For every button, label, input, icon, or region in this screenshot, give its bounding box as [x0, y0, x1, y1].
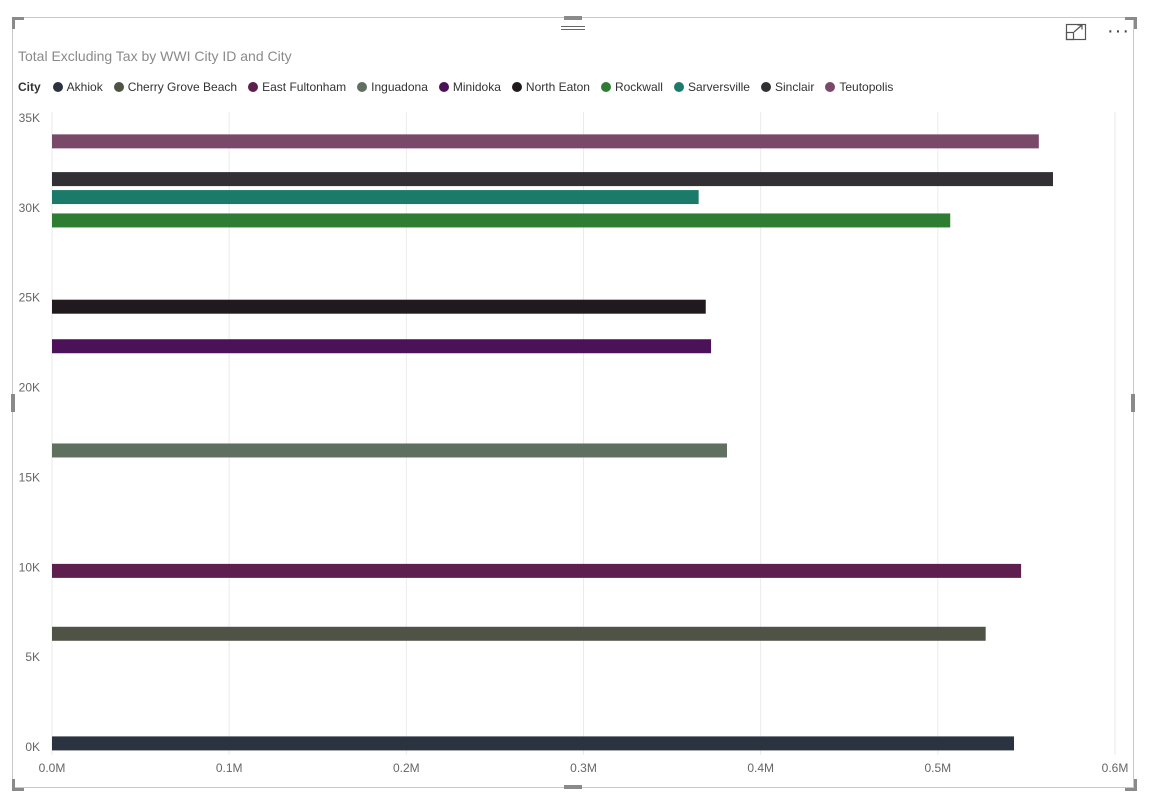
legend-item-minidoka[interactable]: Minidoka: [438, 80, 501, 94]
legend-item-inguadona[interactable]: Inguadona: [357, 80, 428, 94]
legend-marker: [52, 82, 63, 92]
legend-label: Minidoka: [452, 80, 501, 94]
resize-handle-top-right[interactable]: [1125, 17, 1137, 29]
legend-marker: [600, 82, 611, 92]
legend-marker: [248, 82, 259, 92]
resize-handle-top-left[interactable]: [12, 17, 24, 29]
chart-title: Total Excluding Tax by WWI City ID and C…: [18, 48, 292, 64]
resize-handle-left[interactable]: [11, 394, 15, 412]
legend-item-sinclair[interactable]: Sinclair: [760, 80, 815, 94]
legend-label: Rockwall: [614, 80, 663, 94]
legend-item-cherry-grove-beach[interactable]: Cherry Grove Beach: [113, 80, 238, 94]
legend-marker: [760, 82, 771, 92]
resize-handle-bottom-left[interactable]: [12, 779, 24, 791]
legend-label: Cherry Grove Beach: [127, 80, 238, 94]
legend-label: Sinclair: [774, 80, 815, 94]
legend-label: North Eaton: [525, 80, 590, 94]
legend-marker: [825, 82, 836, 92]
more-options-icon[interactable]: ···: [1107, 20, 1130, 42]
legend-marker: [511, 82, 522, 92]
legend: City Akhiok Cherry Grove Beach East Fulton…: [18, 80, 904, 94]
legend-item-east-fultonham[interactable]: East Fultonham: [248, 80, 346, 94]
legend-item-north-eaton[interactable]: North Eaton: [511, 80, 590, 94]
resize-handle-top[interactable]: [564, 16, 582, 20]
legend-marker: [438, 82, 449, 92]
legend-title: City: [18, 80, 41, 94]
legend-item-sarversville[interactable]: Sarversville: [673, 80, 750, 94]
drag-grip-icon[interactable]: [561, 24, 585, 32]
resize-handle-bottom[interactable]: [564, 785, 582, 789]
resize-handle-bottom-right[interactable]: [1125, 779, 1137, 791]
legend-marker: [113, 82, 124, 92]
legend-marker: [673, 82, 684, 92]
legend-item-rockwall[interactable]: Rockwall: [600, 80, 663, 94]
legend-item-teutopolis[interactable]: Teutopolis: [825, 80, 893, 94]
legend-label: Teutopolis: [839, 80, 894, 94]
legend-item-akhiok[interactable]: Akhiok: [52, 80, 103, 94]
legend-label: Akhiok: [66, 80, 103, 94]
resize-handle-right[interactable]: [1131, 394, 1135, 412]
legend-label: East Fultonham: [262, 80, 347, 94]
legend-label: Sarversville: [687, 80, 750, 94]
legend-marker: [357, 82, 368, 92]
legend-label: Inguadona: [371, 80, 428, 94]
focus-mode-icon[interactable]: [1065, 20, 1087, 42]
visual-container[interactable]: [12, 17, 1134, 788]
